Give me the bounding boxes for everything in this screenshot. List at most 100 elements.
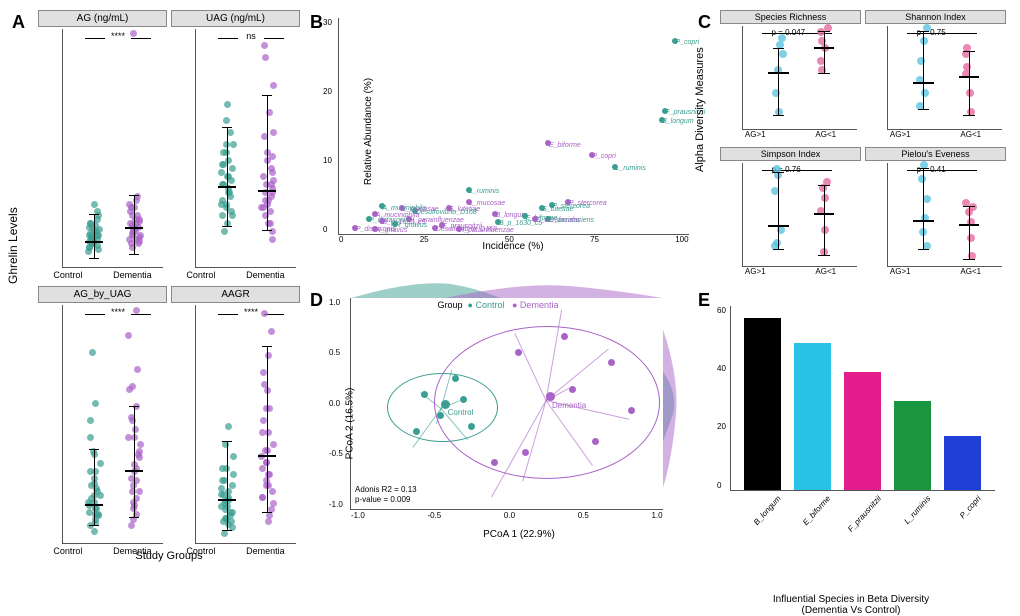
p-value: p = 0.047 — [772, 28, 806, 37]
data-point — [218, 169, 225, 176]
panel-a-xlabel: Study Groups — [38, 550, 300, 562]
data-point — [270, 500, 277, 507]
species-label: A_muciniphila — [382, 205, 426, 212]
data-point — [269, 169, 276, 176]
panel-letter-e: E — [698, 290, 710, 311]
panel-b: B Relative Abundance (%) 0102030 0255075… — [308, 10, 688, 280]
panel-a: A Ghrelin Levels AG (ng/mL) **** Control… — [10, 10, 300, 558]
data-point — [779, 50, 787, 58]
data-point — [129, 383, 136, 390]
data-point — [225, 423, 232, 430]
data-point — [137, 441, 144, 448]
data-point — [270, 177, 277, 184]
panel-letter-b: B — [310, 12, 323, 33]
data-point — [89, 349, 96, 356]
significance-label: **** — [85, 31, 151, 41]
panel-e: E Total Dissimilarity (%) 0204060 B_long… — [696, 288, 1006, 558]
panel-a-sub: AAGR **** ControlDementia — [171, 286, 300, 558]
subplot-title: Shannon Index — [865, 10, 1006, 24]
data-point — [265, 518, 272, 525]
data-point — [269, 488, 276, 495]
species-label: C_aerofaciens — [536, 217, 581, 224]
data-point — [219, 161, 226, 168]
data-point — [269, 236, 276, 243]
panel-d-plot: Adonis R2 = 0.13 p-value = 0.009 -1.0-0.… — [350, 298, 663, 510]
data-point — [266, 512, 273, 519]
bar — [894, 401, 931, 489]
panel-letter-a: A — [12, 12, 25, 33]
panel-c-sub: Simpson Indexp = 0.76AG>1AG<1 — [720, 147, 861, 280]
data-point — [259, 465, 266, 472]
panel-letter-d: D — [310, 290, 323, 311]
data-point — [270, 441, 277, 448]
data-point — [224, 101, 231, 108]
subplot-title: Simpson Index — [720, 147, 861, 161]
panel-c-sub: Pielou's Evenessp = 0.41AG>1AG<1 — [865, 147, 1006, 280]
data-point — [262, 54, 269, 61]
panel-d: D Adonis R2 = 0.13 p-value = 0.009 -1.0-… — [308, 288, 688, 558]
p-value: p = 0.75 — [917, 28, 946, 37]
subplot-title: AAGR — [171, 286, 300, 303]
data-point — [221, 530, 228, 537]
panel-letter-c: C — [698, 12, 711, 33]
species-label: B_longum — [662, 118, 694, 125]
species-label: L_ruminis — [469, 188, 499, 195]
subplot-title: AG (ng/mL) — [38, 10, 167, 27]
data-point — [270, 82, 277, 89]
bar-label: E_biforme — [801, 494, 832, 527]
data-point — [261, 42, 268, 49]
data-point — [225, 488, 232, 495]
data-point — [92, 468, 99, 475]
panel-d-stats: Adonis R2 = 0.13 p-value = 0.009 — [355, 485, 417, 504]
data-point — [135, 451, 142, 458]
data-point — [773, 239, 781, 247]
density-top — [351, 278, 663, 298]
panel-a-sub: AG (ng/mL) **** ControlDementia — [38, 10, 167, 282]
data-point — [265, 429, 272, 436]
species-label: L_ruminis — [616, 165, 646, 172]
panel-e-plot: Total Dissimilarity (%) 0204060 B_longum… — [730, 306, 995, 491]
significance-label: **** — [218, 307, 284, 317]
data-point — [134, 366, 141, 373]
data-point — [136, 488, 143, 495]
data-point — [259, 494, 266, 501]
data-point — [91, 201, 98, 208]
data-point — [923, 195, 931, 203]
significance-label: ns — [218, 31, 284, 41]
data-point — [270, 129, 277, 136]
bar-label: L_ruminis — [903, 494, 933, 526]
subplot-title: Pielou's Eveness — [865, 147, 1006, 161]
data-point — [87, 434, 94, 441]
data-point — [91, 528, 98, 535]
panel-c-sub: Shannon Indexp = 0.75AG>1AG<1 — [865, 10, 1006, 143]
data-point — [230, 453, 237, 460]
data-point — [229, 482, 236, 489]
panel-c-ylabel: Alpha Diversity Measures — [694, 47, 706, 172]
species-label: H_parainfluenzae — [459, 227, 514, 234]
data-point — [219, 477, 226, 484]
data-point — [223, 117, 230, 124]
panel-a-sub: UAG (ng/mL) ns ControlDementia — [171, 10, 300, 282]
panel-a-ylabel: Ghrelin Levels — [6, 207, 20, 284]
bar-label: F_prausnitzii — [846, 494, 883, 534]
data-point — [821, 194, 829, 202]
data-point — [918, 175, 926, 183]
data-point — [92, 400, 99, 407]
data-point — [229, 165, 236, 172]
panel-b-plot: Relative Abundance (%) 0102030 025507510… — [338, 18, 689, 235]
panel-d-ylabel: PCoA 2 (16.5%) — [344, 387, 355, 459]
pcoa-point — [515, 349, 522, 356]
data-point — [230, 141, 237, 148]
bar-label: B_longum — [752, 494, 783, 527]
species-label: R_gnavus — [376, 227, 408, 234]
data-point — [125, 332, 132, 339]
panel-a-sub: AG_by_UAG **** ControlDementia — [38, 286, 167, 558]
subplot-title: AG_by_UAG — [38, 286, 167, 303]
subplot-title: Species Richness — [720, 10, 861, 24]
panel-c: C Alpha Diversity Measures Species Richn… — [696, 10, 1006, 280]
data-point — [222, 441, 229, 448]
species-label: P_copri — [592, 153, 616, 160]
data-point — [95, 246, 102, 253]
panel-e-xlabel: Influential Species in Beta Diversity(De… — [696, 594, 1006, 616]
data-point — [221, 228, 228, 235]
